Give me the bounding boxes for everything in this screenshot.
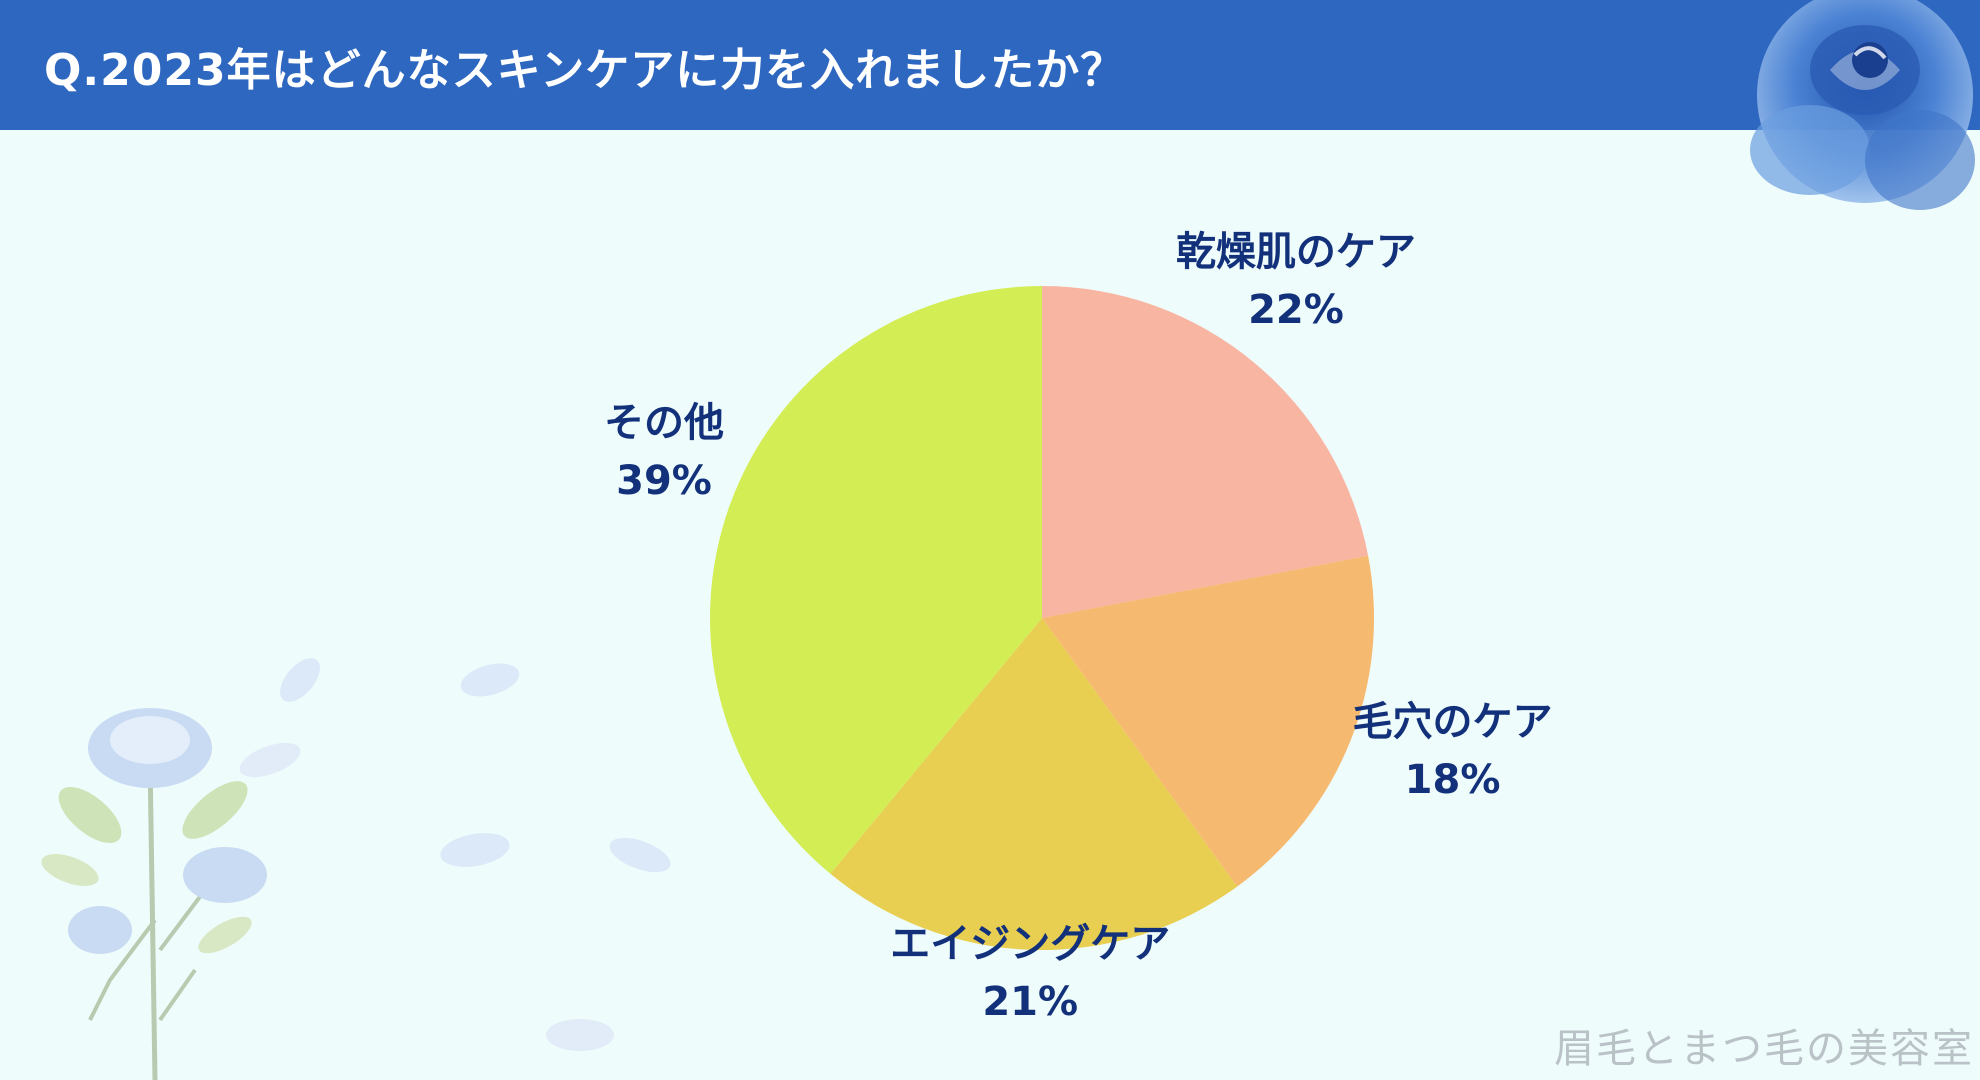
rose-bouquet-icon — [41, 708, 267, 1080]
slice-label: その他 39% — [604, 394, 724, 510]
slice-value-label: 21% — [982, 978, 1079, 1025]
pie-slice — [1042, 555, 1374, 887]
slice-label: エイジングケア 21% — [890, 915, 1170, 1031]
slice-label: 乾燥肌のケア 22% — [1176, 223, 1416, 339]
pie-slice — [830, 618, 1238, 950]
petals-decoration-icon — [239, 658, 671, 1051]
slice-value-label: 39% — [616, 457, 712, 504]
slice-category-label: エイジングケア — [890, 920, 1171, 967]
slice-category-label: 毛穴のケア — [1352, 698, 1553, 745]
pie-slice — [1042, 286, 1369, 618]
pie-slice — [710, 286, 1042, 874]
rose-decoration-icon — [1750, 0, 1975, 210]
slice-value-label: 22% — [1248, 287, 1344, 334]
slice-value-label: 18% — [1404, 756, 1501, 803]
watermark: 眉毛とまつ毛の美容室 — [1554, 1026, 1974, 1072]
title-bar: Q.2023年はどんなスキンケアに力を入れましたか？ — [0, 0, 1980, 130]
slice-category-label: その他 — [604, 399, 725, 446]
slice-category-label: 乾燥肌のケア — [1175, 229, 1416, 276]
slice-label: 毛穴のケア 18% — [1353, 693, 1553, 809]
page-title: Q.2023年はどんなスキンケアに力を入れましたか？ — [44, 45, 1126, 96]
